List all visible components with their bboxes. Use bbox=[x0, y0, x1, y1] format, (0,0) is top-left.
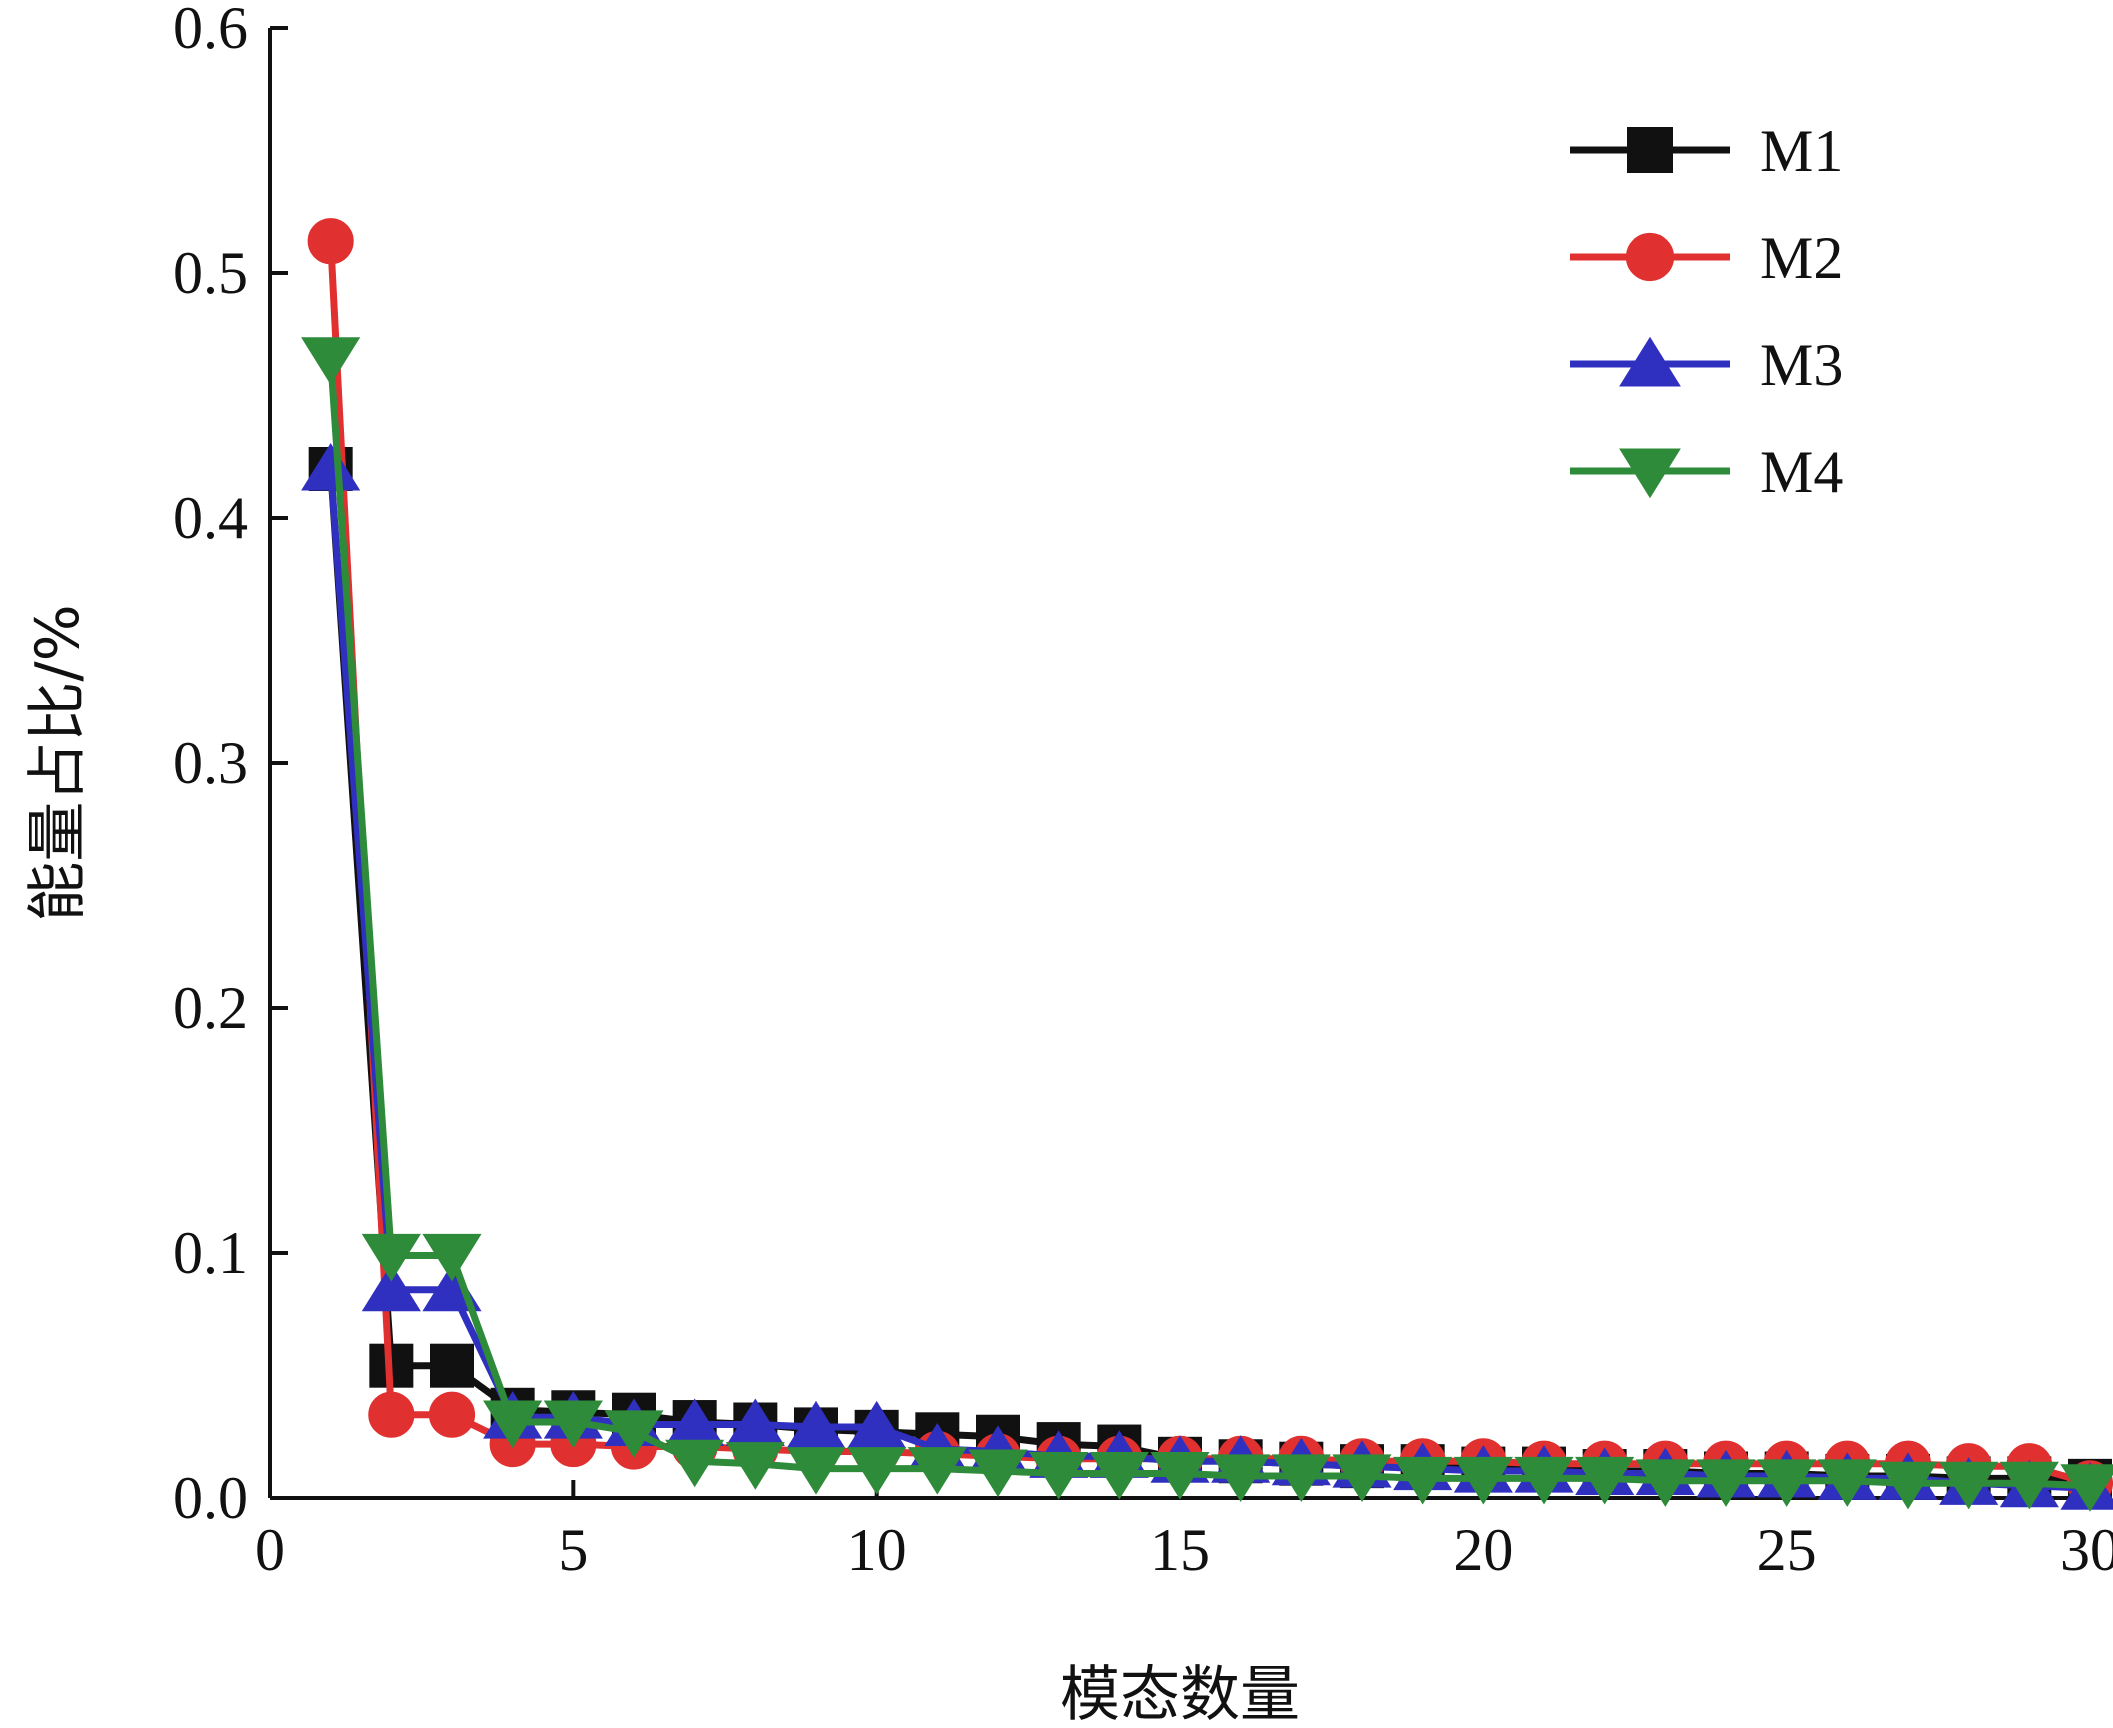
legend-label: M3 bbox=[1760, 332, 1843, 398]
legend-item-M2: M2 bbox=[1570, 225, 1843, 291]
data-point-M4 bbox=[1150, 1451, 1210, 1500]
series-layer bbox=[301, 218, 2113, 1512]
y-tick-label: 0.0 bbox=[173, 1465, 248, 1531]
data-point-M4 bbox=[1332, 1454, 1392, 1502]
legend-marker-M3 bbox=[1619, 336, 1681, 387]
data-point-M4 bbox=[907, 1447, 967, 1495]
legend-label: M2 bbox=[1760, 225, 1843, 291]
legend-item-M3: M3 bbox=[1570, 332, 1843, 398]
data-point-M2 bbox=[428, 1391, 476, 1438]
x-tick-label: 30 bbox=[2060, 1517, 2113, 1583]
data-point-M4 bbox=[1635, 1459, 1695, 1507]
data-point-M2 bbox=[368, 1391, 415, 1438]
data-point-M4 bbox=[847, 1447, 907, 1495]
y-tick-label: 0.3 bbox=[173, 730, 248, 796]
data-point-M4 bbox=[1271, 1454, 1331, 1502]
legend: M1 M2 M3 M4 bbox=[1570, 118, 1843, 505]
data-point-M3 bbox=[361, 1263, 421, 1312]
legend-marker-M1 bbox=[1627, 127, 1673, 173]
data-point-M4 bbox=[1089, 1451, 1149, 1500]
data-point-M4 bbox=[1211, 1454, 1271, 1502]
legend-label: M4 bbox=[1760, 439, 1843, 505]
y-tick-label: 0.6 bbox=[173, 0, 248, 61]
y-tick-label: 0.4 bbox=[173, 485, 248, 551]
data-point-M4 bbox=[1514, 1456, 1574, 1505]
legend-item-M4: M4 bbox=[1570, 439, 1843, 505]
x-tick-label: 10 bbox=[847, 1517, 907, 1583]
data-point-M4 bbox=[968, 1449, 1028, 1498]
y-tick-label: 0.5 bbox=[173, 240, 248, 306]
data-point-M4 bbox=[1817, 1459, 1877, 1507]
x-tick-label: 5 bbox=[558, 1517, 588, 1583]
series-line-M4 bbox=[327, 358, 2091, 1490]
data-point-M4 bbox=[786, 1447, 846, 1495]
x-axis-label: 模态数量 bbox=[1060, 1660, 1300, 1728]
data-point-M4 bbox=[543, 1400, 603, 1449]
data-point-M2 bbox=[307, 218, 354, 265]
data-point-M4 bbox=[1453, 1456, 1513, 1505]
y-axis-label: 能量占比/% bbox=[23, 604, 93, 921]
series-M4 bbox=[301, 337, 2113, 1512]
series-M1 bbox=[308, 447, 2112, 1503]
data-point-M4 bbox=[1757, 1459, 1817, 1507]
y-tick-label: 0.2 bbox=[173, 975, 248, 1041]
data-point-M4 bbox=[361, 1233, 421, 1282]
axes: 0.0 0.1 0.2 0.3 0.4 0.5 0.6 0 5 10 15 20 25 30 bbox=[173, 0, 2113, 1583]
y-tick-label: 0.1 bbox=[173, 1220, 248, 1286]
data-point-M4 bbox=[1878, 1461, 1938, 1510]
series-line-M3 bbox=[327, 468, 2091, 1492]
data-point-M4 bbox=[1029, 1451, 1089, 1500]
x-tick-label: 15 bbox=[1150, 1517, 1210, 1583]
data-point-M4 bbox=[1393, 1456, 1453, 1505]
series-line-M1 bbox=[327, 468, 2091, 1485]
data-point-M1 bbox=[430, 1343, 474, 1388]
x-tick-label: 25 bbox=[1757, 1517, 1817, 1583]
data-point-M4 bbox=[1696, 1459, 1756, 1507]
y-ticks: 0.0 0.1 0.2 0.3 0.4 0.5 0.6 bbox=[173, 0, 288, 1531]
data-point-M3 bbox=[301, 442, 361, 491]
data-point-M4 bbox=[483, 1400, 543, 1449]
series-M3 bbox=[301, 442, 2113, 1510]
data-point-M4 bbox=[1939, 1461, 1999, 1510]
data-point-M4 bbox=[1575, 1456, 1635, 1505]
data-point-M4 bbox=[301, 337, 361, 385]
series-line-M2 bbox=[327, 240, 2091, 1487]
legend-marker-M4 bbox=[1619, 448, 1681, 499]
data-point-M4 bbox=[422, 1233, 482, 1282]
legend-label: M1 bbox=[1760, 118, 1843, 184]
x-tick-label: 20 bbox=[1453, 1517, 1513, 1583]
series-M2 bbox=[307, 218, 2113, 1507]
legend-marker-M2 bbox=[1625, 232, 1675, 282]
data-point-M4 bbox=[1999, 1461, 2059, 1510]
data-point-M4 bbox=[725, 1442, 785, 1490]
data-point-M4 bbox=[665, 1439, 725, 1488]
x-tick-label: 0 bbox=[255, 1517, 285, 1583]
data-point-M4 bbox=[2060, 1464, 2113, 1512]
data-point-M4 bbox=[604, 1410, 664, 1458]
legend-item-M1: M1 bbox=[1570, 118, 1843, 184]
